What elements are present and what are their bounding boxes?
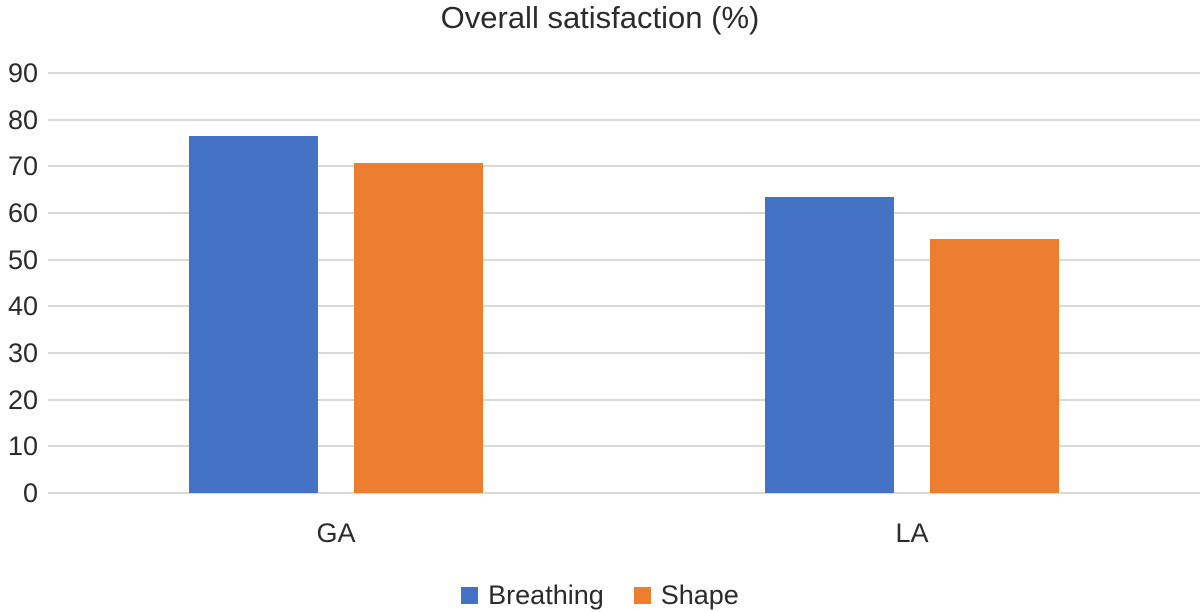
category-label-la: LA <box>895 518 929 548</box>
gridline-10 <box>48 445 1200 448</box>
legend-item-breathing: Breathing <box>461 580 604 611</box>
y-tick-label-0: 0 <box>22 478 38 508</box>
legend-item-shape: Shape <box>633 579 739 611</box>
legend-swatch-shape-icon <box>633 586 651 604</box>
y-tick-label-20: 20 <box>7 384 38 415</box>
y-tick-label-30: 30 <box>7 338 38 368</box>
y-tick-label-60: 60 <box>7 198 38 228</box>
gridline-40 <box>48 305 1200 308</box>
y-tick-label-50: 50 <box>7 244 38 275</box>
gridline-70 <box>48 165 1200 168</box>
gridline-60 <box>48 212 1200 214</box>
gridline-0 <box>48 492 1200 494</box>
y-tick-label-70: 70 <box>7 151 38 182</box>
gridline-30 <box>48 352 1200 354</box>
y-tick-label-90: 90 <box>7 58 38 88</box>
y-tick-label-10: 10 <box>7 431 38 462</box>
bar-ga-shape <box>354 162 483 493</box>
bar-la-breathing <box>765 196 894 493</box>
gridline-50 <box>48 258 1200 261</box>
bar-la-shape <box>930 238 1059 493</box>
gridline-80 <box>48 118 1200 121</box>
bar-ga-breathing <box>189 136 318 493</box>
chart-title: Overall satisfaction (%) <box>440 0 760 35</box>
plot-area <box>48 72 1200 494</box>
legend-label-shape: Shape <box>660 579 739 610</box>
y-tick-label-80: 80 <box>7 104 38 135</box>
legend-swatch-breathing-icon <box>461 586 479 604</box>
legend-label-breathing: Breathing <box>488 579 604 610</box>
y-tick-label-40: 40 <box>7 291 38 322</box>
gridline-90 <box>48 72 1200 74</box>
gridline-20 <box>48 398 1200 401</box>
legend: Breathing Shape <box>0 578 1200 612</box>
category-label-ga: GA <box>316 518 356 548</box>
